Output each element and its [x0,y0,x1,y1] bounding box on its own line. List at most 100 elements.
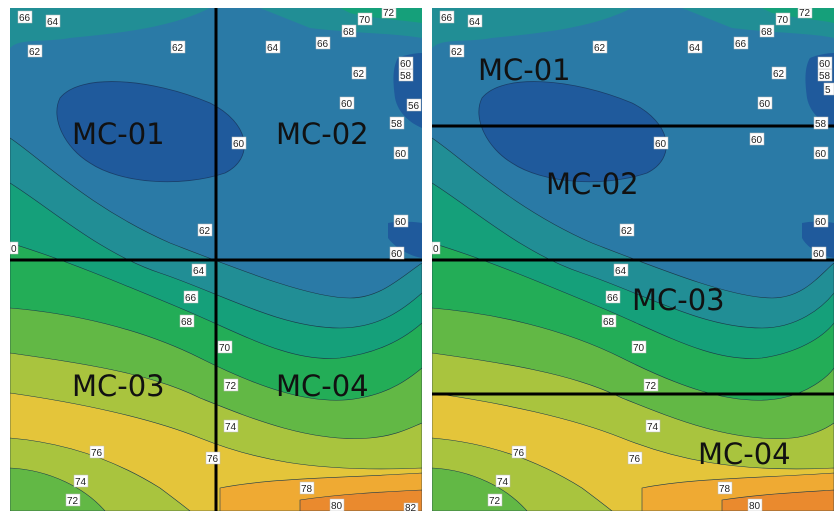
svg-text:62: 62 [773,69,785,80]
contour-label: 60 [339,96,355,110]
contour-label: 66 [315,36,331,50]
svg-text:62: 62 [594,43,606,54]
svg-text:60: 60 [400,59,412,70]
svg-text:80: 80 [331,501,343,511]
band-deep-blue-center [56,81,245,183]
svg-text:60: 60 [759,99,771,110]
contour-label: 70 [631,340,647,354]
svg-text:62: 62 [29,47,41,58]
svg-text:66: 66 [735,39,747,50]
svg-text:76: 76 [629,454,641,465]
contour-label: 68 [179,314,195,328]
contour-label: 82 [403,502,419,511]
contour-label: 0 [10,241,19,255]
contour-label: 60 [398,56,414,70]
contour-label: 60 [393,146,409,160]
contour-label: 80 [329,498,345,511]
svg-text:5: 5 [825,85,831,96]
contour-label: 58 [817,68,833,82]
svg-text:66: 66 [607,293,619,304]
contour-label: 68 [759,24,775,38]
zone-label-mc04: MC-04 [698,437,791,471]
svg-text:66: 66 [441,13,453,24]
contour-label: 74 [223,419,239,433]
contour-label: 68 [341,24,357,38]
svg-text:64: 64 [267,43,279,54]
contour-label: 74 [73,474,89,488]
contour-label: 66 [183,290,199,304]
contour-label: 60 [813,146,829,160]
svg-text:68: 68 [761,27,773,38]
contour-label: 70 [775,12,791,26]
contour-map-left-svg: MC-01 MC-02 MC-03 MC-04 66 64 62 62 64 6… [10,8,422,511]
svg-text:76: 76 [513,448,525,459]
svg-text:74: 74 [647,422,659,433]
svg-text:64: 64 [615,266,627,277]
zone-label-mc02: MC-02 [276,117,369,151]
svg-text:60: 60 [815,217,827,228]
contour-label: 72 [65,493,81,507]
svg-text:64: 64 [689,43,701,54]
svg-text:64: 64 [469,17,481,28]
contour-label: 62 [771,66,787,80]
svg-text:62: 62 [353,69,365,80]
svg-text:66: 66 [185,293,197,304]
contour-label: 66 [439,10,455,24]
contour-label: 76 [89,445,105,459]
svg-text:76: 76 [91,448,103,459]
contour-label: 62 [592,40,608,54]
svg-text:60: 60 [819,59,831,70]
svg-text:72: 72 [383,8,395,19]
svg-text:66: 66 [19,13,31,24]
zone-label-mc01: MC-01 [478,53,571,87]
svg-text:72: 72 [225,381,237,392]
contour-label: 60 [389,246,405,260]
contour-label: 70 [217,340,233,354]
svg-text:60: 60 [813,249,825,260]
svg-text:70: 70 [633,343,645,354]
svg-text:60: 60 [233,139,245,150]
contour-label: 60 [817,56,833,70]
contour-label: 62 [27,44,43,58]
contour-label: 78 [299,481,315,495]
svg-text:68: 68 [181,317,193,328]
band-green-topright [340,8,422,23]
contour-label: 74 [495,474,511,488]
contour-label: 72 [487,493,503,507]
svg-text:60: 60 [391,249,403,260]
contour-label: 64 [191,263,207,277]
contour-map-right: MC-01 MC-02 MC-03 MC-04 66 64 62 62 64 6… [432,8,834,511]
svg-text:64: 64 [193,266,205,277]
svg-text:76: 76 [207,454,219,465]
contour-label: 64 [45,14,61,28]
contour-label: 64 [467,14,483,28]
svg-text:60: 60 [341,99,353,110]
zone-label-mc01: MC-01 [72,117,165,151]
contour-label: 74 [645,419,661,433]
svg-text:62: 62 [451,47,463,58]
svg-text:74: 74 [497,477,509,488]
contour-label: 60 [811,246,827,260]
svg-text:72: 72 [489,496,501,507]
contour-label: 62 [619,223,635,237]
zone-label-mc04: MC-04 [276,369,369,403]
svg-text:70: 70 [219,343,231,354]
contour-label: 0 [432,241,441,255]
svg-text:74: 74 [225,422,237,433]
svg-text:66: 66 [317,39,329,50]
contour-label: 78 [717,481,733,495]
svg-text:80: 80 [749,501,761,511]
svg-text:56: 56 [408,101,420,112]
contour-label: 58 [813,116,829,130]
svg-text:70: 70 [777,15,789,26]
contour-label: 62 [170,40,186,54]
svg-text:68: 68 [343,27,355,38]
contour-label: 72 [223,378,239,392]
contour-label: 80 [747,498,763,511]
contour-label: 68 [601,314,617,328]
svg-text:60: 60 [395,217,407,228]
svg-text:62: 62 [199,226,211,237]
contour-label: 62 [197,223,213,237]
contour-label: 58 [398,68,414,82]
svg-text:58: 58 [391,119,403,130]
